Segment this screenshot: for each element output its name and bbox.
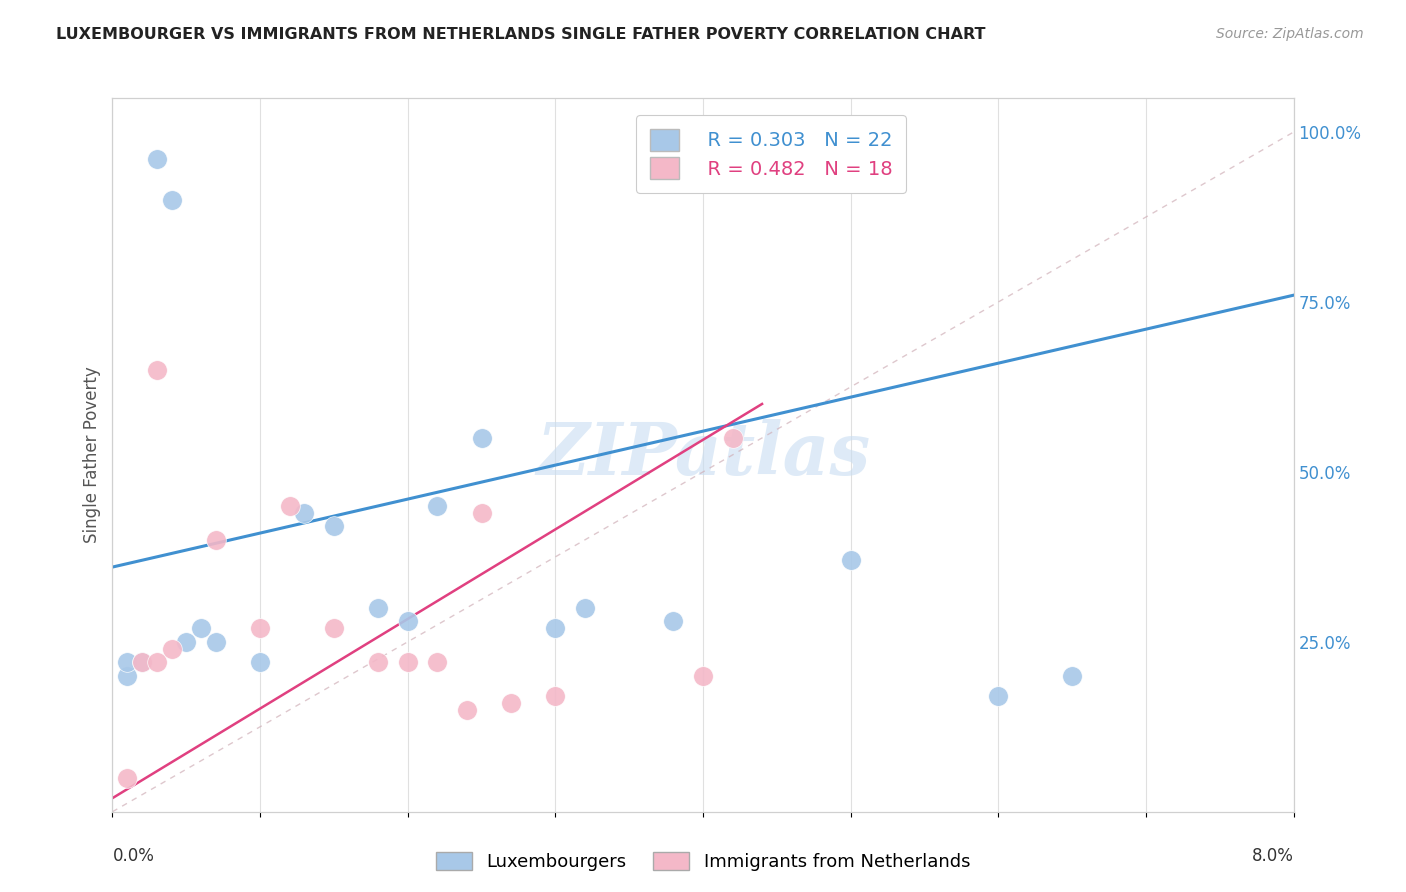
Point bbox=[131, 655, 153, 669]
Point bbox=[501, 696, 523, 710]
Point bbox=[131, 655, 153, 669]
Point bbox=[456, 703, 478, 717]
Point bbox=[278, 499, 301, 513]
Text: LUXEMBOURGER VS IMMIGRANTS FROM NETHERLANDS SINGLE FATHER POVERTY CORRELATION CH: LUXEMBOURGER VS IMMIGRANTS FROM NETHERLA… bbox=[56, 27, 986, 42]
Point bbox=[544, 621, 567, 635]
Point bbox=[174, 635, 197, 649]
Text: ZIPatlas: ZIPatlas bbox=[536, 419, 870, 491]
Point bbox=[117, 655, 138, 669]
Point bbox=[292, 506, 315, 520]
Point bbox=[367, 655, 389, 669]
Point bbox=[117, 669, 138, 683]
Legend:   R = 0.303   N = 22,   R = 0.482   N = 18: R = 0.303 N = 22, R = 0.482 N = 18 bbox=[637, 115, 905, 193]
Point bbox=[471, 431, 494, 445]
Point bbox=[249, 621, 271, 635]
Text: Source: ZipAtlas.com: Source: ZipAtlas.com bbox=[1216, 27, 1364, 41]
Point bbox=[692, 153, 714, 167]
Point bbox=[190, 621, 212, 635]
Point bbox=[396, 615, 419, 629]
Legend: Luxembourgers, Immigrants from Netherlands: Luxembourgers, Immigrants from Netherlan… bbox=[429, 845, 977, 879]
Point bbox=[987, 689, 1010, 703]
Text: 8.0%: 8.0% bbox=[1251, 847, 1294, 865]
Text: 0.0%: 0.0% bbox=[112, 847, 155, 865]
Point bbox=[426, 655, 449, 669]
Point bbox=[367, 600, 389, 615]
Point bbox=[146, 655, 169, 669]
Point bbox=[396, 655, 419, 669]
Point bbox=[544, 689, 567, 703]
Point bbox=[160, 193, 183, 207]
Point bbox=[117, 771, 138, 785]
Point bbox=[662, 615, 685, 629]
Point bbox=[721, 431, 744, 445]
Y-axis label: Single Father Poverty: Single Father Poverty bbox=[83, 367, 101, 543]
Point bbox=[146, 363, 169, 377]
Point bbox=[323, 621, 346, 635]
Point bbox=[471, 506, 494, 520]
Point bbox=[205, 635, 228, 649]
Point bbox=[323, 519, 346, 533]
Point bbox=[160, 641, 183, 656]
Point bbox=[1062, 669, 1084, 683]
Point bbox=[205, 533, 228, 547]
Point bbox=[146, 153, 169, 167]
Point bbox=[426, 499, 449, 513]
Point bbox=[692, 669, 714, 683]
Point bbox=[249, 655, 271, 669]
Point bbox=[574, 600, 596, 615]
Point bbox=[839, 553, 862, 567]
